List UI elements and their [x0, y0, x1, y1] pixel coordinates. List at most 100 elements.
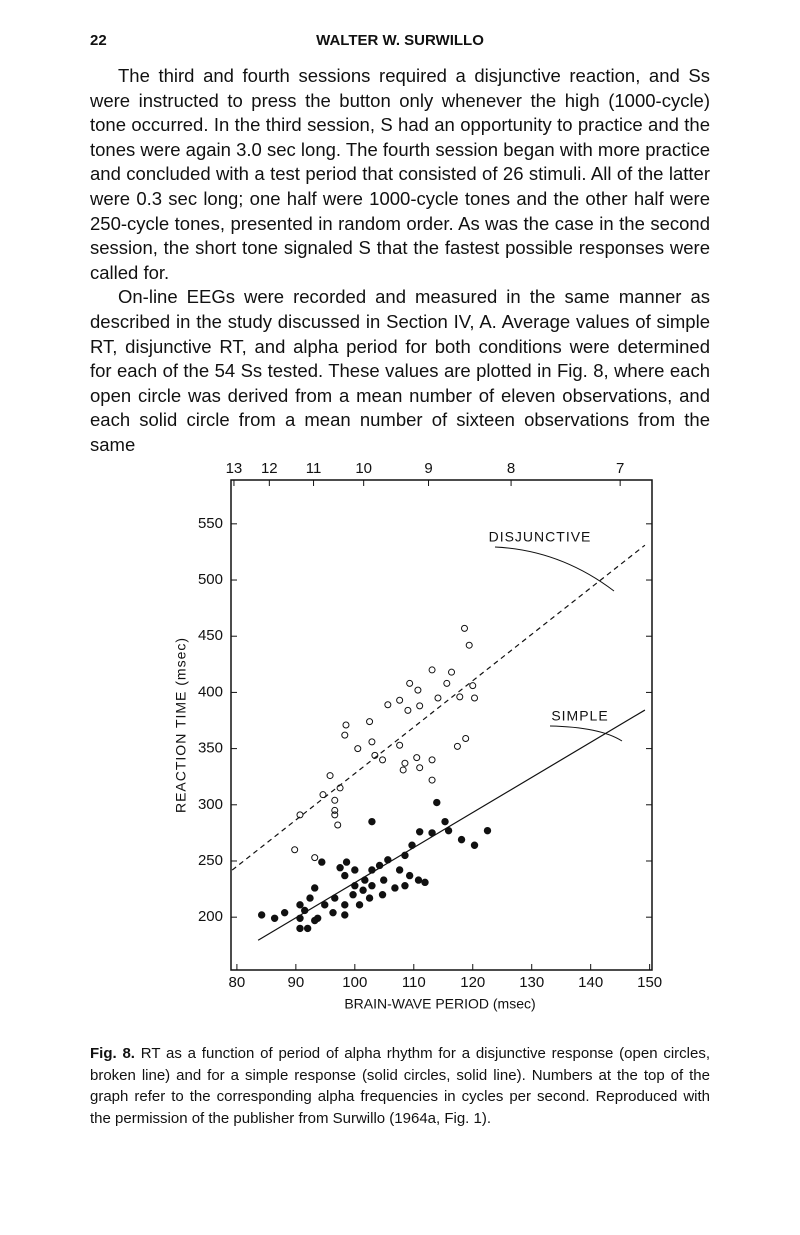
y-tick-label: 550	[198, 515, 223, 532]
open-point	[469, 682, 477, 690]
open-point	[366, 718, 374, 726]
open-point	[341, 731, 349, 739]
open-point	[462, 734, 470, 742]
x-tick-label: 80	[229, 974, 246, 991]
solid-point	[428, 829, 436, 837]
open-point	[291, 846, 299, 854]
solid-point	[378, 891, 387, 899]
open-point	[456, 693, 464, 701]
top-tick-label: 11	[306, 460, 322, 477]
top-tick-label: 10	[355, 460, 372, 477]
open-point	[434, 694, 442, 702]
y-tick-label: 400	[198, 683, 223, 700]
solid-point	[296, 914, 304, 923]
annotation: DISJUNCTIVE	[489, 529, 592, 545]
solid-point	[414, 876, 423, 884]
top-tick-label: 8	[507, 460, 515, 477]
solid-point	[351, 866, 359, 874]
solid-point	[359, 886, 367, 894]
open-point	[331, 811, 339, 819]
fit-line	[231, 544, 646, 871]
x-tick-label: 90	[288, 974, 305, 991]
solid-point	[341, 911, 349, 919]
open-point	[396, 741, 404, 749]
solid-point	[351, 882, 359, 890]
solid-point	[433, 798, 441, 807]
x-tick-label: 140	[578, 974, 603, 991]
solid-point	[329, 908, 337, 917]
open-point	[443, 679, 451, 687]
top-tick-label: 13	[226, 460, 243, 477]
solid-point	[321, 901, 329, 909]
x-tick-label: 100	[342, 974, 367, 991]
open-point	[428, 756, 436, 764]
solid-point	[361, 876, 369, 884]
annotation: SIMPLE	[551, 708, 608, 724]
solid-point	[336, 864, 344, 872]
top-tick-label: 9	[424, 460, 432, 477]
x-tick-label: 150	[637, 974, 662, 991]
open-point	[331, 796, 339, 804]
solid-point	[303, 924, 312, 933]
x-axis-title: BRAIN-WAVE PERIOD (msec)	[344, 996, 535, 1012]
solid-point	[311, 916, 319, 925]
solid-point	[421, 878, 429, 887]
open-point	[379, 756, 387, 764]
caption-text: RT as a function of period of alpha rhyt…	[90, 1045, 711, 1127]
y-tick-label: 350	[198, 740, 223, 757]
y-axis-title: REACTION TIME (msec)	[173, 637, 189, 813]
solid-point	[301, 906, 309, 915]
open-point	[471, 694, 479, 702]
y-tick-label: 200	[198, 908, 223, 925]
solid-point	[368, 866, 376, 874]
solid-point	[415, 828, 424, 836]
annotation-arrow	[549, 725, 623, 742]
open-point	[342, 721, 350, 729]
open-point	[428, 776, 436, 784]
plot-frame	[230, 479, 653, 971]
solid-point	[391, 884, 399, 892]
body-text: The third and fourth sessions required a…	[90, 64, 710, 458]
y-tick-label: 500	[198, 571, 223, 588]
chart: DISJUNCTIVE SIMPLE BRAIN-WAVE PERIOD (ms…	[173, 460, 662, 1012]
open-point	[336, 784, 344, 792]
fit-line	[257, 709, 646, 941]
open-point	[416, 702, 424, 710]
open-point	[396, 696, 404, 704]
solid-point	[311, 884, 319, 892]
solid-point	[368, 882, 376, 890]
open-point	[311, 854, 319, 862]
open-point	[384, 701, 392, 709]
solid-point	[441, 817, 449, 826]
solid-point	[342, 858, 351, 866]
x-tick-label: 120	[460, 974, 485, 991]
solid-point	[401, 851, 409, 860]
solid-point	[380, 876, 388, 884]
solid-point	[384, 856, 392, 864]
paragraph: On-line EEGs were recorded and measured …	[90, 286, 710, 455]
solid-point	[470, 841, 479, 849]
open-point	[334, 821, 342, 829]
y-tick-label: 450	[198, 627, 223, 644]
y-tick-label: 300	[198, 796, 223, 813]
open-point	[326, 772, 334, 780]
solid-point	[296, 924, 304, 933]
page-number: 22	[90, 32, 107, 49]
solid-point	[306, 894, 314, 902]
solid-point	[280, 908, 289, 917]
solid-point	[331, 894, 339, 902]
open-point	[401, 759, 409, 767]
solid-point	[375, 861, 384, 870]
caption: Fig. 8. RT as a function of period of al…	[90, 1043, 710, 1129]
solid-point	[318, 858, 326, 866]
solid-point	[444, 826, 453, 835]
solid-point	[405, 871, 414, 880]
open-point	[371, 751, 379, 759]
paragraph: The third and fourth sessions required a…	[90, 65, 710, 283]
solid-point	[341, 871, 349, 880]
open-point	[296, 811, 304, 819]
open-point	[399, 766, 407, 774]
solid-point	[395, 866, 404, 874]
open-point	[428, 666, 436, 674]
open-point	[460, 624, 468, 632]
